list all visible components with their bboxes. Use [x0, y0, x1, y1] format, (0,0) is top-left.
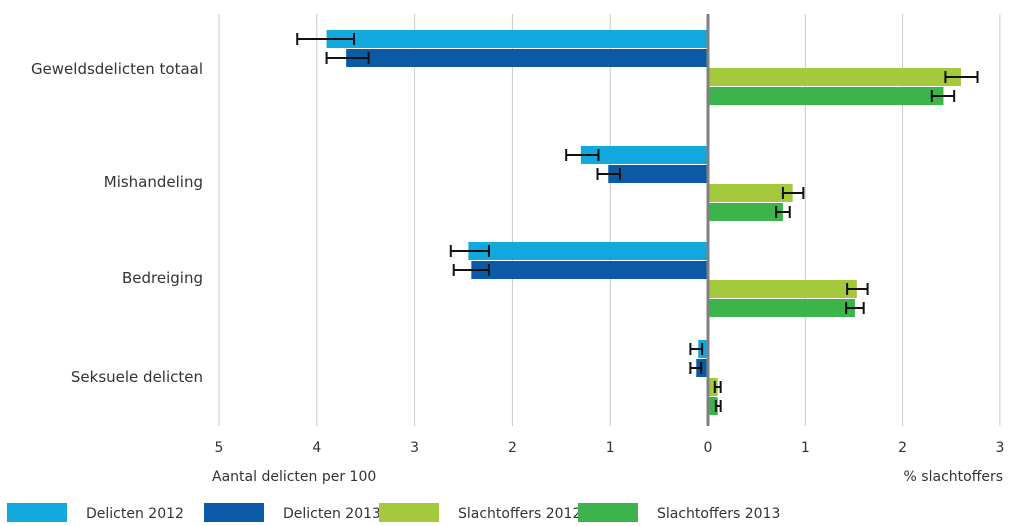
left-tick-label: 1 — [606, 440, 615, 456]
left-tick-label: 3 — [410, 440, 419, 456]
left-tick-label: 0 — [704, 440, 713, 456]
bar — [708, 299, 855, 317]
category-label: Geweldsdelicten totaal — [31, 60, 203, 78]
bar — [708, 184, 793, 202]
left-tick-label: 2 — [508, 440, 517, 456]
bar-layer — [326, 30, 961, 415]
bar — [708, 203, 783, 221]
legend: Delicten 2012 Delicten 2013 Slachtoffers 2… — [7, 503, 780, 522]
bar — [708, 378, 718, 396]
left-tick-label: 5 — [215, 440, 224, 456]
bar — [708, 87, 944, 105]
label-layer: 5 4 3 2 1 0 1 2 3 Aantal delicten per 100 % slacht… — [31, 60, 1004, 485]
left-axis-label: Aantal delicten per 100 — [212, 469, 376, 485]
legend-swatch — [204, 503, 264, 522]
legend-swatch — [379, 503, 439, 522]
bar — [326, 30, 708, 48]
category-label: Seksuele delicten — [71, 368, 203, 386]
legend-swatch — [578, 503, 638, 522]
category-label: Mishandeling — [104, 173, 203, 191]
bar — [580, 146, 708, 164]
legend-label: Slachtoffers 2013 — [657, 506, 780, 522]
legend-swatch — [7, 503, 67, 522]
right-tick-label: 2 — [898, 440, 907, 456]
bar — [346, 49, 708, 67]
legend-label: Delicten 2013 — [283, 506, 381, 522]
right-tick-label: 1 — [801, 440, 810, 456]
bar — [471, 261, 708, 279]
bar — [468, 242, 708, 260]
category-label: Bedreiging — [122, 269, 203, 287]
bar — [608, 165, 708, 183]
right-axis-label: % slachtoffers — [904, 469, 1003, 485]
bar — [708, 397, 718, 415]
legend-label: Delicten 2012 — [86, 506, 184, 522]
bar — [708, 68, 961, 86]
legend-label: Slachtoffers 2012 — [458, 506, 581, 522]
bar — [708, 280, 857, 298]
right-tick-label: 3 — [995, 440, 1004, 456]
left-tick-label: 4 — [312, 440, 321, 456]
error-bar-layer — [296, 33, 979, 412]
